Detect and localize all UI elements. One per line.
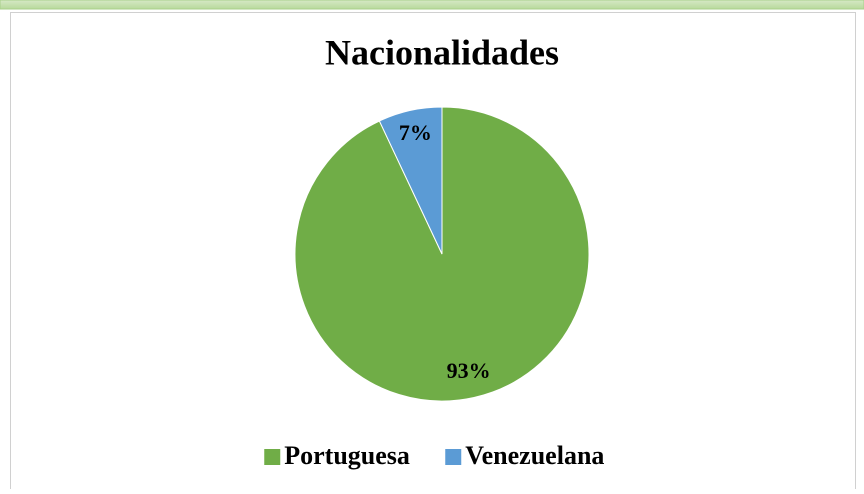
legend-label: Venezuelana xyxy=(465,441,604,470)
top-band xyxy=(0,0,864,10)
data-label: 93% xyxy=(447,358,491,383)
legend-swatch xyxy=(445,449,462,465)
data-label: 7% xyxy=(399,120,432,145)
legend-label: Portuguesa xyxy=(284,441,410,470)
chart-title: Nacionalidades xyxy=(325,32,559,72)
legend-swatch xyxy=(264,449,281,465)
pie-slice xyxy=(378,106,443,255)
